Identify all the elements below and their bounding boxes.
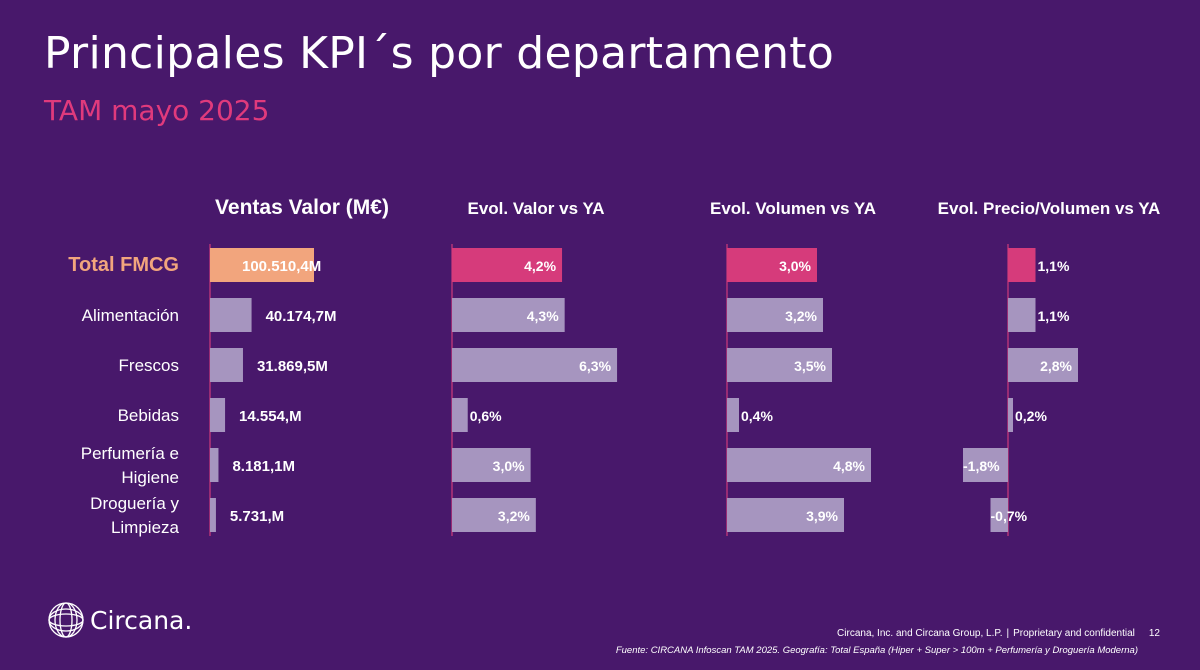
- data-label: -1,8%: [963, 458, 1000, 474]
- source-note: Fuente: CIRCANA Infoscan TAM 2025. Geogr…: [615, 645, 1138, 656]
- bar: [210, 248, 314, 282]
- data-label: 0,2%: [1015, 408, 1047, 424]
- bar: [452, 498, 536, 532]
- page-number: 12: [1148, 628, 1160, 639]
- bar: [452, 398, 468, 432]
- bar: [727, 498, 844, 532]
- category-label: Total FMCG: [68, 254, 179, 276]
- bar: [452, 448, 531, 482]
- category-label: Perfumería e: [81, 444, 179, 463]
- bar: [210, 498, 216, 532]
- data-label: 40.174,7M: [266, 308, 337, 325]
- category-label: Bebidas: [118, 406, 179, 425]
- bar: [727, 298, 823, 332]
- data-label: 2,8%: [1040, 358, 1072, 374]
- footer-company: Circana, Inc. and Circana Group, L.P.: [837, 628, 1003, 639]
- footer-line: Circana, Inc. and Circana Group, L.P. | Pr…: [837, 628, 1160, 639]
- bar: [727, 248, 817, 282]
- bar: [727, 348, 832, 382]
- data-label: 4,3%: [527, 308, 559, 324]
- data-label: 3,2%: [785, 308, 817, 324]
- data-label: 3,9%: [806, 508, 838, 524]
- data-label: 8.181,1M: [232, 458, 295, 475]
- brand-name: Circana.: [90, 605, 193, 635]
- category-label: Frescos: [119, 356, 179, 375]
- data-label: 31.869,5M: [257, 358, 328, 375]
- bar: [210, 348, 243, 382]
- data-label: 3,5%: [794, 358, 826, 374]
- bar: [1008, 348, 1078, 382]
- bar: [210, 398, 226, 432]
- footer-confidential: Proprietary and confidential: [1013, 628, 1135, 639]
- panel-header: Evol. Valor vs YA: [467, 199, 604, 218]
- category-label: Higiene: [121, 468, 179, 487]
- slide-subtitle: TAM mayo 2025: [44, 94, 270, 127]
- data-label: 3,0%: [779, 258, 811, 274]
- data-label: 0,6%: [470, 408, 502, 424]
- data-label: 3,2%: [498, 508, 530, 524]
- brand-logo: Circana.: [46, 600, 192, 640]
- bar: [727, 448, 871, 482]
- bar: [727, 398, 739, 432]
- category-label: Droguería y: [90, 494, 179, 513]
- bar: [963, 448, 1008, 482]
- bar: [1008, 248, 1036, 282]
- slide-title: Principales KPI´s por departamento: [44, 28, 835, 79]
- bar: [452, 348, 618, 382]
- data-label: 4,2%: [524, 258, 556, 274]
- data-label: 0,4%: [741, 408, 773, 424]
- bar: [210, 448, 219, 482]
- bar: [452, 298, 565, 332]
- category-label: Limpieza: [111, 518, 180, 537]
- footer-separator: |: [1006, 628, 1010, 639]
- data-label: 3,0%: [493, 458, 525, 474]
- bar: [1008, 398, 1013, 432]
- bar: [452, 248, 563, 282]
- data-label: 6,3%: [579, 358, 611, 374]
- data-label: 1,1%: [1038, 258, 1070, 274]
- bar: [1008, 298, 1036, 332]
- panel-header: Evol. Precio/Volumen vs YA: [938, 199, 1161, 218]
- data-label: -0,7%: [991, 508, 1028, 524]
- circana-globe-icon: [48, 602, 84, 638]
- panel-header: Ventas Valor (M€): [215, 196, 389, 219]
- kpi-chart: Total FMCG Alimentación Frescos Bebidas Perf…: [68, 196, 1161, 537]
- panel-header: Evol. Volumen vs YA: [710, 199, 876, 218]
- data-label: 1,1%: [1038, 308, 1070, 324]
- bar: [990, 498, 1008, 532]
- data-label: 5.731,M: [230, 508, 284, 525]
- data-label: 14.554,M: [239, 408, 302, 425]
- category-label: Alimentación: [82, 306, 179, 325]
- data-label: 4,8%: [833, 458, 865, 474]
- data-label: 100.510,4M: [242, 258, 321, 275]
- bar: [210, 298, 252, 332]
